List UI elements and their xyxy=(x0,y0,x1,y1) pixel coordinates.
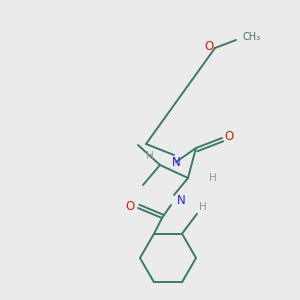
Text: O: O xyxy=(204,40,214,53)
Text: O: O xyxy=(125,200,135,212)
Text: H: H xyxy=(199,202,207,212)
Text: N: N xyxy=(177,194,185,208)
Text: CH₃: CH₃ xyxy=(243,32,261,42)
Text: O: O xyxy=(224,130,234,142)
Text: N: N xyxy=(172,155,180,169)
Text: H: H xyxy=(209,173,217,183)
Text: H: H xyxy=(146,151,154,161)
